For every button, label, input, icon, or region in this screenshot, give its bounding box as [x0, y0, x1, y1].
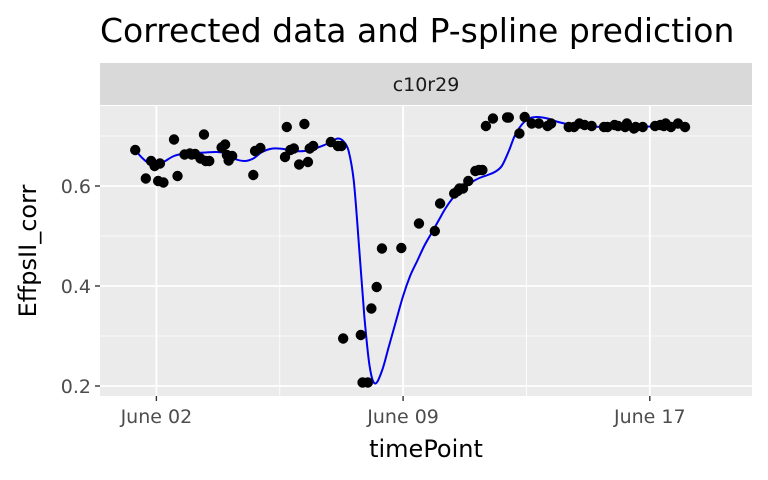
data-point: [198, 129, 210, 140]
chart-title: Corrected data and P-spline prediction: [100, 11, 734, 50]
data-point: [226, 150, 238, 162]
plot-panel: [100, 106, 752, 396]
data-point: [248, 169, 259, 181]
data-point: [586, 120, 597, 132]
y-tick-label: 0.4: [61, 276, 91, 298]
data-point: [154, 158, 166, 169]
data-point: [281, 121, 292, 133]
data-point: [637, 121, 648, 133]
data-point: [533, 118, 544, 129]
data-point: [371, 281, 382, 293]
data-point: [168, 134, 180, 145]
tick-labels: 0.2 0.4 0.6 June 02 June 09 June 17: [61, 176, 686, 428]
data-point: [255, 142, 266, 154]
facet-strip: [100, 63, 752, 105]
data-point: [299, 118, 310, 130]
data-point: [204, 155, 215, 167]
data-point: [457, 183, 469, 194]
data-point: [434, 198, 446, 209]
data-point: [293, 159, 305, 170]
data-point: [487, 113, 499, 124]
data-point: [503, 112, 515, 123]
data-point: [413, 218, 425, 229]
data-point: [519, 111, 530, 123]
data-point: [480, 120, 492, 132]
data-point: [355, 329, 366, 341]
data-point: [308, 140, 319, 152]
data-point: [477, 164, 488, 176]
data-point: [337, 333, 349, 344]
y-tick-label: 0.6: [61, 176, 91, 198]
x-tick-label: June 09: [366, 406, 439, 428]
data-point: [396, 242, 407, 254]
data-point: [172, 170, 183, 182]
data-point: [130, 144, 141, 156]
y-tick-label: 0.2: [61, 376, 91, 398]
data-point: [288, 143, 300, 154]
axis-ticks: [95, 185, 651, 401]
data-point: [158, 177, 169, 188]
x-axis-title: timePoint: [369, 435, 483, 463]
data-point: [336, 140, 347, 152]
data-point: [514, 128, 525, 139]
facet-label: c10r29: [393, 74, 460, 96]
data-point: [679, 121, 691, 133]
data-point: [463, 175, 474, 187]
data-point: [219, 139, 231, 150]
data-point: [140, 173, 152, 184]
data-point: [376, 243, 388, 254]
x-tick-label: June 02: [120, 406, 193, 428]
data-point: [302, 156, 314, 168]
data-points-layer: [130, 111, 691, 388]
y-axis-title: EffpsII_corr: [14, 184, 42, 317]
data-point: [429, 225, 441, 237]
data-point: [545, 118, 557, 129]
x-tick-label: June 17: [613, 406, 686, 428]
data-point: [366, 303, 377, 314]
data-point: [362, 377, 374, 388]
